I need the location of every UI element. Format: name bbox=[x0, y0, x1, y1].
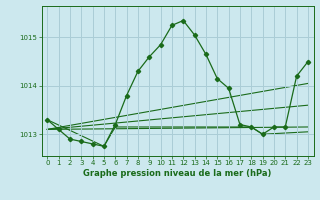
X-axis label: Graphe pression niveau de la mer (hPa): Graphe pression niveau de la mer (hPa) bbox=[84, 169, 272, 178]
